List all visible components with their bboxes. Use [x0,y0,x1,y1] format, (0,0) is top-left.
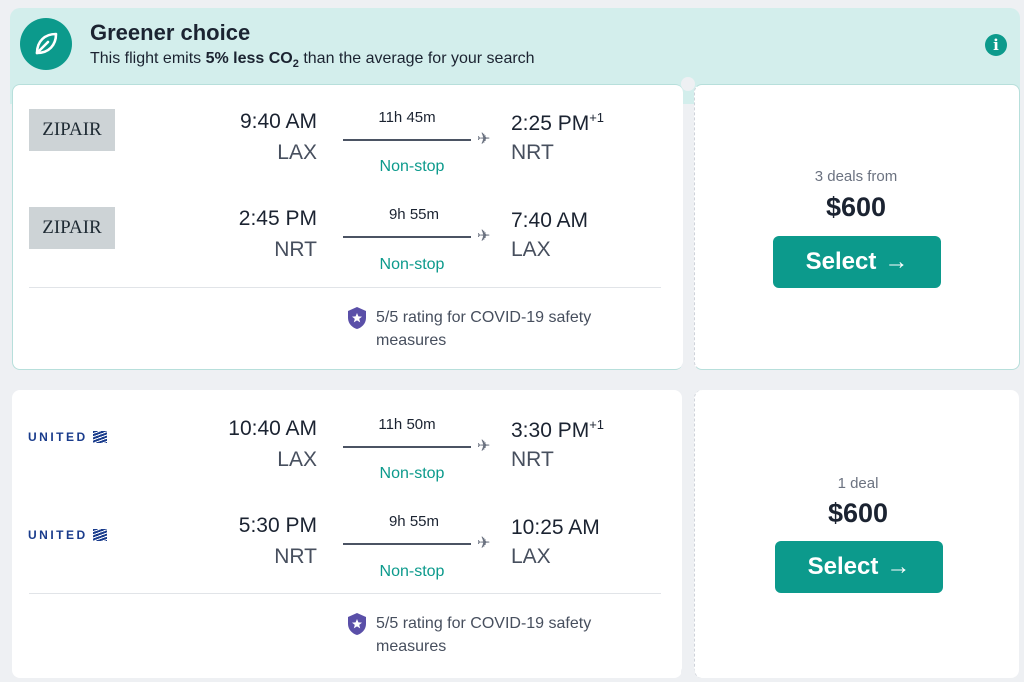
united-logo: UNITED [28,528,107,542]
plane-icon: ✈ [477,438,491,455]
plane-icon: ✈ [477,535,491,552]
stops: Non-stop [379,465,445,482]
stops: Non-stop [379,256,445,273]
depart-airport: NRT [274,545,317,568]
arrive-time: 3:30 PM+1 [511,417,605,442]
stops: Non-stop [379,563,445,580]
covid-safety-rating: 5/5 rating for COVID-19 safety measures [376,615,592,655]
arrive-airport: LAX [511,238,551,261]
result-card-1-itinerary[interactable] [12,84,683,370]
plane-icon: ✈ [477,131,491,148]
arrive-airport: NRT [511,141,554,164]
price: $600 [827,498,889,528]
ticket-notch [681,361,695,375]
united-globe-icon [92,529,107,541]
price: $600 [825,192,887,222]
arrow-right-icon: → [884,248,909,275]
duration: 11h 50m [378,416,436,433]
arrive-airport: NRT [511,448,554,471]
banner-title: Greener choice [90,20,251,45]
united-logo: UNITED [28,430,107,444]
duration: 9h 55m [388,206,440,223]
divider [29,287,661,288]
ticket-notch [681,383,695,397]
ticket-notch [681,665,695,679]
zipair-logo: ZIPAIR [29,207,115,249]
shield-icon [346,612,368,636]
zipair-logo: ZIPAIR [29,109,115,151]
ticket-notch [681,77,695,91]
covid-safety-rating: 5/5 rating for COVID-19 safety measures [376,309,592,349]
arrive-time: 7:40 AM [511,209,589,232]
depart-airport: LAX [277,448,317,471]
info-icon[interactable]: i [985,34,1007,56]
arrive-airport: LAX [511,545,551,568]
deals-count: 1 deal [837,475,879,492]
depart-time: 5:30 PM [238,514,317,537]
banner-subtitle: This flight emits 5% less CO2 than the a… [90,50,535,71]
duration: 9h 55m [388,513,440,530]
arrive-time: 2:25 PM+1 [511,110,605,135]
plane-icon: ✈ [477,228,491,245]
select-label: Select [805,248,877,275]
depart-time: 2:45 PM [238,207,317,230]
united-globe-icon [92,431,107,443]
leaf-icon [20,18,72,70]
depart-time: 9:40 AM [239,110,317,133]
duration: 11h 45m [378,109,436,126]
select-label: Select [807,553,879,580]
result-card-2-price-panel [694,390,1019,678]
route-line [343,543,471,545]
divider [29,593,661,594]
result-card-2-itinerary[interactable] [12,390,682,678]
select-button[interactable]: Select → [773,236,941,288]
depart-airport: NRT [274,238,317,261]
result-card-1-price-panel [694,84,1020,370]
route-line [343,446,471,448]
deals-count: 3 deals from [814,168,898,185]
depart-airport: LAX [277,141,317,164]
shield-icon [346,306,368,330]
arrow-right-icon: → [886,553,911,580]
depart-time: 10:40 AM [228,417,317,440]
select-button[interactable]: Select → [775,541,943,593]
arrive-time: 10:25 AM [511,516,600,539]
route-line [343,236,471,238]
route-line [343,139,471,141]
stops: Non-stop [379,158,445,175]
